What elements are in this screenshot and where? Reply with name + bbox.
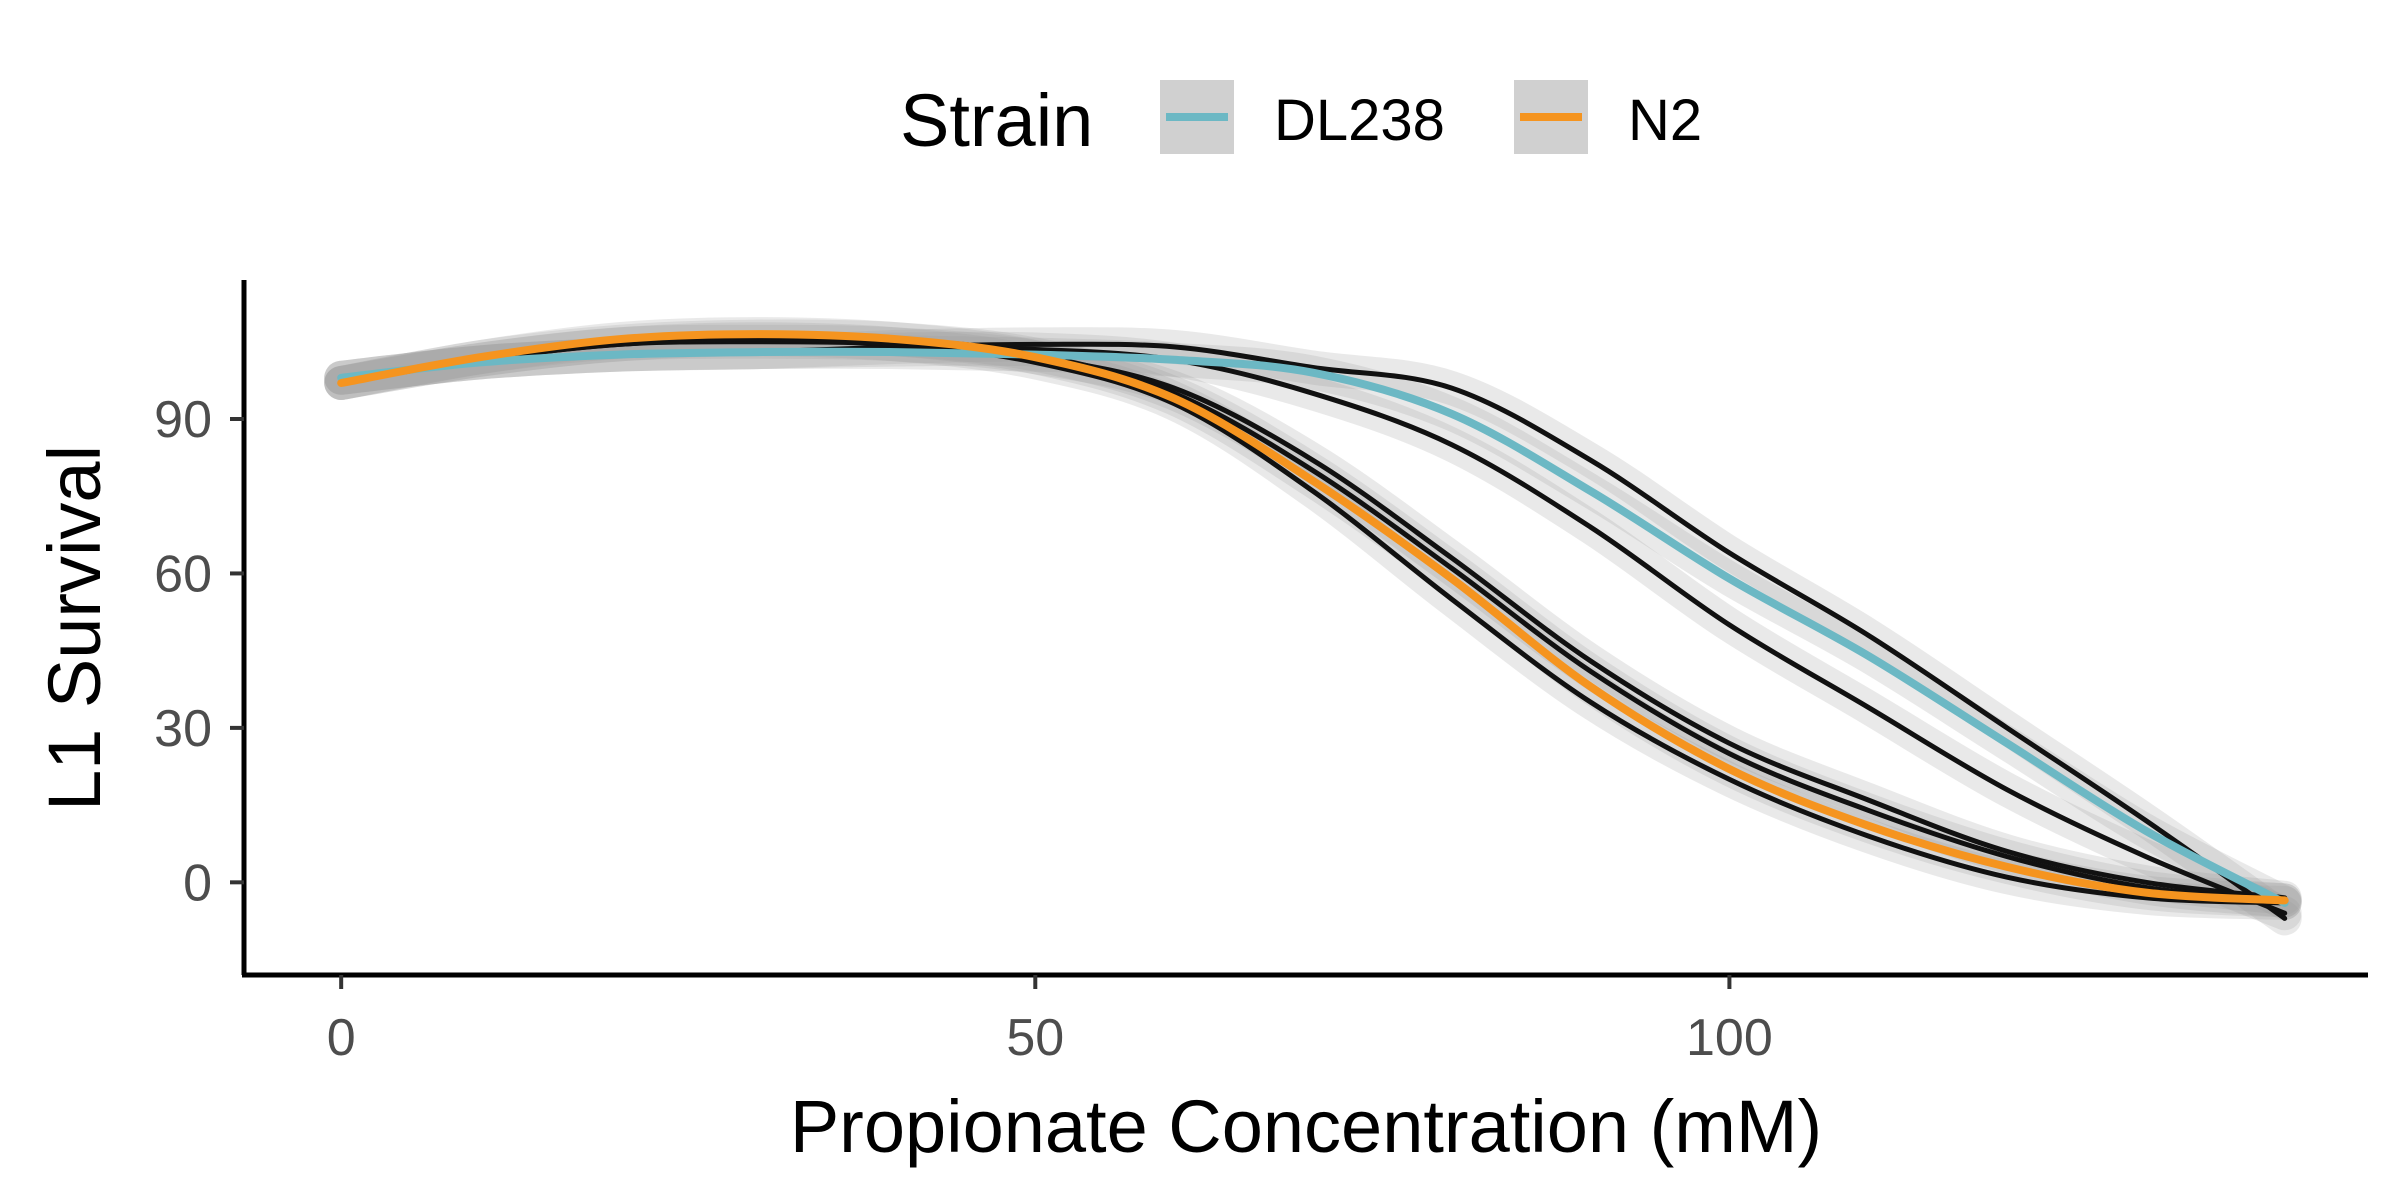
axes: 0 50 100 0 30 60 90 Propionate Concentration … bbox=[33, 280, 2368, 1168]
x-tick-label: 0 bbox=[327, 1009, 356, 1067]
replicate-line-dl238-1 bbox=[338, 346, 2288, 916]
ribbon-n2-0 bbox=[324, 324, 2302, 915]
y-axis-ticks: 0 30 60 90 bbox=[154, 391, 244, 912]
confidence-ribbons bbox=[324, 317, 2302, 936]
y-axis-title: L1 Survival bbox=[33, 445, 116, 811]
series-line-n2 bbox=[337, 330, 2289, 905]
legend-item-dl238: DL238 bbox=[1160, 80, 1445, 154]
x-axis-ticks: 0 50 100 bbox=[327, 975, 1773, 1067]
legend: Strain DL238 N2 bbox=[900, 79, 1702, 162]
legend-label-dl238: DL238 bbox=[1274, 88, 1445, 153]
y-tick-label: 0 bbox=[183, 854, 212, 912]
ribbon-dl238-1 bbox=[324, 331, 2302, 931]
legend-label-n2: N2 bbox=[1628, 88, 1702, 153]
series-lines bbox=[337, 330, 2289, 907]
legend-item-n2: N2 bbox=[1514, 80, 1702, 154]
x-axis-title: Propionate Concentration (mM) bbox=[790, 1085, 1822, 1168]
replicate-line-n2-0 bbox=[338, 339, 2288, 901]
legend-title: Strain bbox=[900, 79, 1093, 162]
x-tick-label: 100 bbox=[1686, 1009, 1773, 1067]
x-tick-label: 50 bbox=[1006, 1009, 1064, 1067]
ribbon-n2-2 bbox=[324, 319, 2302, 918]
y-tick-label: 30 bbox=[154, 700, 212, 758]
ribbon-dl238-2 bbox=[324, 334, 2302, 920]
ribbon-n2-3 bbox=[324, 317, 2302, 918]
y-tick-label: 90 bbox=[154, 391, 212, 449]
replicate-line-n2-1 bbox=[338, 336, 2288, 906]
y-tick-label: 60 bbox=[154, 545, 212, 603]
ribbon-n2-1 bbox=[324, 322, 2302, 920]
series-line-dl238 bbox=[337, 347, 2289, 907]
replicate-line-n2-2 bbox=[338, 333, 2288, 903]
